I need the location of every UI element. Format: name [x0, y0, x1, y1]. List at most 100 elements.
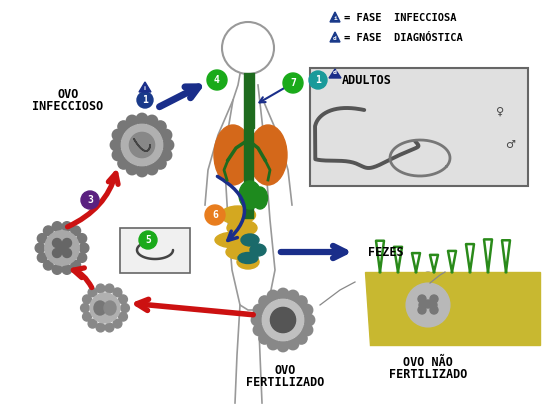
Circle shape	[403, 318, 415, 330]
Text: i: i	[333, 16, 337, 21]
Ellipse shape	[227, 220, 257, 236]
Circle shape	[96, 284, 105, 293]
Ellipse shape	[239, 181, 261, 209]
Circle shape	[432, 274, 444, 286]
Circle shape	[118, 295, 128, 304]
Circle shape	[37, 234, 47, 243]
Text: = FASE  DIAGNÓSTICA: = FASE DIAGNÓSTICA	[344, 33, 463, 43]
Circle shape	[53, 249, 61, 257]
Circle shape	[62, 265, 72, 274]
Circle shape	[127, 115, 138, 127]
Circle shape	[118, 158, 129, 169]
Circle shape	[262, 299, 304, 341]
Ellipse shape	[214, 125, 252, 185]
Polygon shape	[329, 69, 341, 78]
Circle shape	[37, 253, 47, 262]
Text: OVO: OVO	[58, 88, 79, 102]
Circle shape	[412, 324, 424, 336]
Circle shape	[136, 113, 148, 125]
Polygon shape	[139, 82, 151, 92]
Circle shape	[118, 121, 129, 132]
Circle shape	[110, 139, 122, 151]
Circle shape	[96, 323, 105, 332]
Text: 5: 5	[145, 235, 151, 245]
Circle shape	[146, 163, 158, 175]
FancyArrowPatch shape	[281, 246, 345, 258]
Text: ADULTOS: ADULTOS	[342, 74, 392, 86]
Ellipse shape	[104, 301, 116, 315]
Circle shape	[113, 288, 122, 297]
Text: 1: 1	[142, 95, 148, 105]
Circle shape	[430, 295, 438, 303]
Circle shape	[395, 299, 407, 311]
Circle shape	[83, 312, 92, 321]
Circle shape	[449, 299, 461, 311]
Bar	[244, 73, 254, 128]
Circle shape	[412, 274, 424, 286]
Circle shape	[259, 332, 270, 344]
Bar	[244, 128, 253, 218]
Circle shape	[403, 280, 415, 292]
Circle shape	[112, 149, 124, 161]
Circle shape	[301, 324, 313, 336]
Ellipse shape	[215, 232, 255, 248]
Circle shape	[161, 149, 172, 161]
Circle shape	[88, 319, 97, 328]
FancyArrowPatch shape	[137, 299, 253, 315]
Circle shape	[296, 332, 307, 344]
Circle shape	[112, 129, 124, 141]
Circle shape	[105, 284, 114, 293]
Circle shape	[422, 326, 434, 338]
Circle shape	[429, 301, 437, 309]
Ellipse shape	[220, 206, 255, 224]
Circle shape	[137, 92, 153, 108]
Circle shape	[432, 324, 444, 336]
Circle shape	[121, 304, 129, 312]
Polygon shape	[330, 32, 340, 42]
Circle shape	[155, 158, 166, 169]
Polygon shape	[365, 272, 540, 345]
Circle shape	[207, 70, 227, 90]
Polygon shape	[330, 12, 340, 22]
Circle shape	[259, 296, 270, 307]
Circle shape	[301, 304, 313, 316]
Circle shape	[79, 243, 89, 253]
Circle shape	[287, 290, 299, 302]
Bar	[310, 68, 528, 186]
Circle shape	[303, 314, 315, 326]
FancyArrowPatch shape	[73, 268, 92, 287]
Circle shape	[83, 295, 92, 304]
Circle shape	[77, 253, 87, 262]
Circle shape	[441, 280, 453, 292]
Circle shape	[253, 324, 265, 336]
Text: d: d	[333, 71, 337, 76]
Text: d: d	[333, 36, 337, 40]
Circle shape	[161, 129, 172, 141]
Text: OVO: OVO	[275, 363, 296, 377]
Circle shape	[270, 307, 295, 332]
Text: 1: 1	[315, 75, 321, 85]
Circle shape	[309, 71, 327, 89]
Text: 3: 3	[87, 195, 93, 205]
Circle shape	[43, 226, 53, 236]
Circle shape	[441, 318, 453, 330]
Circle shape	[422, 272, 434, 284]
Circle shape	[129, 133, 155, 158]
Text: INFECCIOSO: INFECCIOSO	[32, 100, 104, 114]
Circle shape	[267, 290, 279, 302]
Ellipse shape	[94, 301, 106, 315]
Circle shape	[81, 191, 99, 209]
Text: OVO NÃO: OVO NÃO	[403, 356, 453, 370]
Ellipse shape	[253, 187, 267, 209]
Circle shape	[283, 73, 303, 93]
Circle shape	[419, 301, 427, 309]
Bar	[120, 228, 190, 273]
Circle shape	[105, 323, 114, 332]
Text: 4: 4	[214, 75, 220, 85]
Circle shape	[267, 338, 279, 350]
Text: FERTILIZADO: FERTILIZADO	[389, 368, 467, 382]
Circle shape	[90, 293, 120, 323]
Circle shape	[146, 115, 158, 127]
Text: = FASE  INFECCIOSA: = FASE INFECCIOSA	[344, 13, 456, 23]
Circle shape	[53, 238, 61, 247]
